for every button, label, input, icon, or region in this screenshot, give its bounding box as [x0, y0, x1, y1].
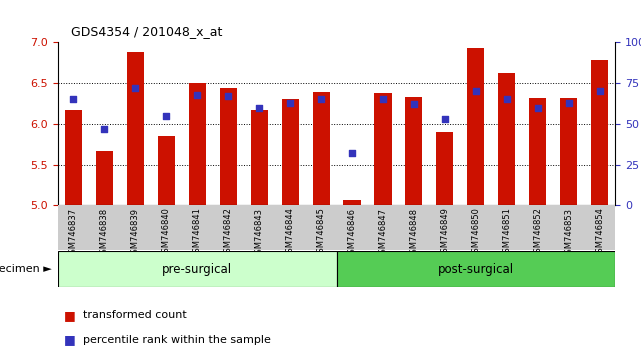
- Point: [595, 88, 605, 94]
- Point: [130, 85, 140, 91]
- Point: [223, 93, 233, 99]
- Point: [68, 97, 78, 102]
- Text: GSM746848: GSM746848: [410, 207, 419, 258]
- Point: [471, 88, 481, 94]
- Text: GSM746847: GSM746847: [378, 207, 388, 258]
- Bar: [96, 151, 113, 205]
- Text: GSM746845: GSM746845: [317, 207, 326, 258]
- Bar: [281, 99, 299, 205]
- Bar: [406, 97, 422, 205]
- Point: [161, 113, 171, 119]
- Point: [99, 126, 109, 132]
- Text: post-surgical: post-surgical: [438, 263, 514, 275]
- Bar: [374, 93, 392, 205]
- Text: specimen ►: specimen ►: [0, 264, 51, 274]
- Text: GSM746844: GSM746844: [285, 207, 295, 258]
- Point: [502, 97, 512, 102]
- Point: [285, 100, 295, 105]
- Bar: [560, 98, 578, 205]
- Text: ■: ■: [64, 309, 76, 321]
- Text: GSM746842: GSM746842: [224, 207, 233, 258]
- Bar: [592, 61, 608, 205]
- Point: [347, 150, 357, 156]
- Bar: [251, 110, 267, 205]
- Text: GSM746837: GSM746837: [69, 207, 78, 259]
- Bar: [337, 251, 615, 287]
- Bar: [158, 136, 174, 205]
- Text: transformed count: transformed count: [83, 310, 187, 320]
- Text: GSM746843: GSM746843: [254, 207, 263, 258]
- Text: percentile rank within the sample: percentile rank within the sample: [83, 335, 271, 345]
- Point: [533, 105, 543, 110]
- Bar: [344, 200, 360, 205]
- Text: GSM746846: GSM746846: [347, 207, 356, 258]
- Point: [378, 97, 388, 102]
- Text: GSM746840: GSM746840: [162, 207, 171, 258]
- Bar: [58, 251, 337, 287]
- Bar: [499, 73, 515, 205]
- Point: [440, 116, 450, 122]
- Text: GSM746841: GSM746841: [192, 207, 202, 258]
- Text: GSM746853: GSM746853: [564, 207, 574, 258]
- Text: GSM746854: GSM746854: [595, 207, 604, 258]
- Text: GSM746849: GSM746849: [440, 207, 449, 258]
- Text: pre-surgical: pre-surgical: [162, 263, 232, 275]
- Bar: [188, 83, 206, 205]
- Point: [192, 92, 203, 97]
- Bar: [127, 52, 144, 205]
- Bar: [529, 98, 546, 205]
- Point: [254, 105, 264, 110]
- Bar: [467, 48, 485, 205]
- Point: [564, 100, 574, 105]
- Text: ■: ■: [64, 333, 76, 346]
- Bar: [220, 88, 237, 205]
- Text: GSM746839: GSM746839: [131, 207, 140, 258]
- Bar: [65, 110, 81, 205]
- Text: GDS4354 / 201048_x_at: GDS4354 / 201048_x_at: [71, 25, 222, 38]
- Text: GSM746850: GSM746850: [471, 207, 481, 258]
- Bar: [437, 132, 453, 205]
- Point: [409, 102, 419, 107]
- Bar: [313, 92, 329, 205]
- Text: GSM746838: GSM746838: [99, 207, 109, 259]
- Text: GSM746852: GSM746852: [533, 207, 542, 258]
- Text: GSM746851: GSM746851: [503, 207, 512, 258]
- Point: [316, 97, 326, 102]
